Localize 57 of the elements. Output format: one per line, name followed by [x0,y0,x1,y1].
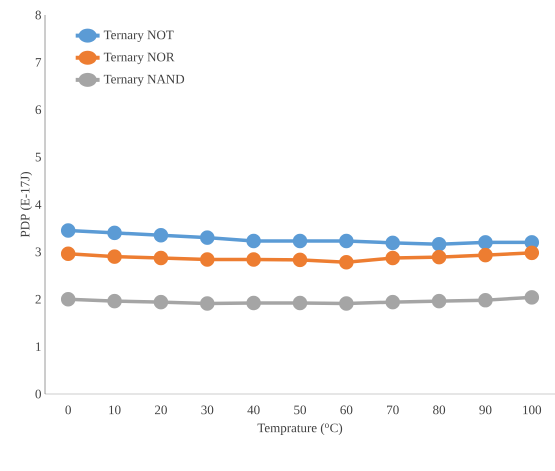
point [107,226,122,240]
point [60,246,76,262]
x-tick-label: 50 [294,406,306,414]
point [60,223,76,238]
legend-label: Ternary NOR [104,52,175,64]
point [339,255,354,270]
x-tick-label: 20 [154,406,167,414]
point [524,290,540,305]
point [200,296,215,311]
y-tick-label: 0 [35,390,41,398]
point [524,246,540,260]
point [432,250,446,264]
point [292,252,308,268]
x-tick-label: 0 [65,406,71,414]
y-tick-label: 8 [35,10,41,20]
x-tick-label: 10 [109,406,121,414]
point [339,296,354,311]
y-tick-label: 6 [36,105,42,114]
point [432,294,446,308]
point [246,252,261,267]
x-tick-label: 90 [479,406,492,414]
point [292,296,308,310]
point [60,292,76,306]
x-tick-label: 60 [340,406,352,414]
point [478,292,493,308]
y-axis-title: PDP (E-17J) [20,172,32,238]
point [385,294,400,310]
y-tick-label: 7 [36,58,42,67]
x-tick-label: 30 [201,406,214,414]
x-tick-label: 40 [247,406,260,414]
point [154,228,168,243]
point [292,234,308,248]
y-tick-label: 1 [36,342,41,351]
point [107,294,122,308]
point [339,234,354,248]
x-axis-title: Temprature ($^{o}$C) [258,423,342,435]
legend-label: Ternary NOT [104,30,174,42]
point [385,236,400,250]
y-tick-label: 2 [36,294,41,304]
point [200,230,215,245]
point [246,234,261,248]
point [200,252,215,267]
point [478,248,493,262]
x-tick-label: 80 [433,406,446,414]
point [385,250,400,266]
point [107,249,122,264]
x-tick-label: 100 [523,406,542,414]
y-tick-label: 4 [35,200,42,209]
y-tick-label: 3 [36,248,41,256]
point [154,250,168,266]
y-tick-label: 5 [36,152,41,162]
point [246,296,261,310]
x-tick-label: 70 [387,406,399,414]
point [154,294,168,310]
point [478,235,493,250]
legend-label: Ternary NAND [104,74,184,86]
point [432,237,446,252]
